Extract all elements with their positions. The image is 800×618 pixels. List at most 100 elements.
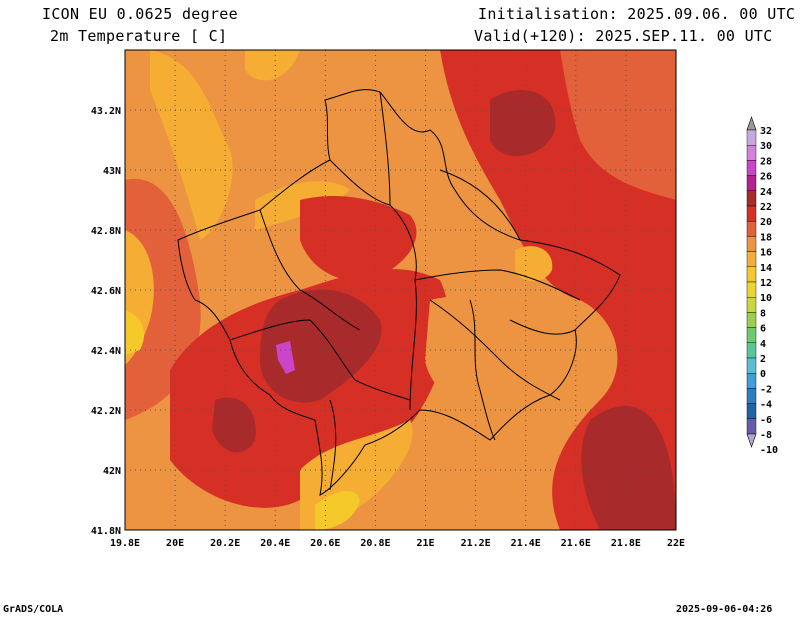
- lat-tick-label: 43.2N: [91, 106, 121, 117]
- lat-tick-label: 42.2N: [91, 406, 121, 417]
- colorbar-label: 22: [760, 202, 772, 213]
- valid-time: Valid(+120): 2025.SEP.11. 00 UTC: [474, 27, 773, 45]
- colorbar-swatch: [746, 327, 757, 344]
- boundary-inner-10: [509, 319, 576, 335]
- variable-title: 2m Temperature [ C]: [50, 27, 228, 45]
- colorbar-label: 6: [760, 324, 766, 335]
- boundary-inner-5: [429, 299, 561, 401]
- field-east-orange: [425, 296, 533, 403]
- boundary-inner-1: [259, 209, 361, 331]
- colorbar-label: 18: [760, 232, 772, 243]
- colorbar-swatch: [746, 236, 757, 252]
- lon-tick-label: 21.2E: [461, 538, 491, 549]
- lon-tick-label: 21.6E: [561, 538, 591, 549]
- field-ne-22: [490, 90, 556, 157]
- field-ne-18: [560, 50, 676, 200]
- colorbar-label: 0: [760, 369, 766, 380]
- colorbar-swatch: [746, 388, 757, 404]
- lat-tick-label: 42N: [103, 466, 121, 477]
- boundary-inner-9: [329, 399, 337, 491]
- map-gridlines: [125, 50, 676, 530]
- colorbar-label: 10: [760, 293, 772, 304]
- colorbar-swatch: [746, 266, 757, 283]
- colorbar-swatch: [746, 251, 757, 268]
- latitude-labels: 41.8N 42N 42.2N 42.4N 42.6N 42.8N 43N 43.2N: [91, 106, 121, 537]
- colorbar-swatch: [746, 205, 757, 222]
- field-west-14: [125, 310, 145, 355]
- field-south-14: [315, 490, 360, 530]
- field-se-22: [581, 405, 676, 530]
- lat-tick-label: 42.6N: [91, 286, 121, 297]
- lon-tick-label: 21.4E: [511, 538, 541, 549]
- model-title: ICON EU 0.0625 degree: [42, 5, 238, 23]
- lon-tick-label: 20.4E: [260, 538, 290, 549]
- colorbar-swatch: [746, 129, 757, 146]
- colorbar-swatch: [746, 297, 757, 313]
- lon-tick-label: 22E: [667, 538, 685, 549]
- colorbar-label: -10: [760, 445, 778, 456]
- field-east-16: [515, 246, 553, 282]
- colorbar-label: -4: [760, 400, 772, 411]
- colorbar-swatch: [746, 403, 757, 420]
- colorbar-label: 2: [760, 354, 766, 365]
- colorbar-label: 4: [760, 339, 766, 350]
- lon-tick-label: 20.2E: [210, 538, 240, 549]
- boundary-inner-3: [414, 269, 581, 301]
- map-frame: [124, 49, 677, 531]
- colorbar-label: 32: [760, 126, 772, 137]
- colorbar-label: 12: [760, 278, 772, 289]
- colorbar-label: 20: [760, 217, 772, 228]
- lat-tick-label: 42.8N: [91, 226, 121, 237]
- initialisation-time: Initialisation: 2025.09.06. 00 UTC: [478, 5, 796, 23]
- lon-tick-label: 21E: [417, 538, 435, 549]
- colorbar-label: 14: [760, 263, 772, 274]
- lat-tick-label: 41.8N: [91, 526, 121, 537]
- footer-credit: GrADS/COLA: [3, 604, 64, 615]
- admin-boundaries: [177, 89, 621, 496]
- colorbar-swatch: [746, 373, 757, 389]
- colorbar-swatch: [746, 342, 757, 359]
- boundary-inner-4: [379, 91, 391, 206]
- colorbar-label: -6: [760, 415, 772, 426]
- colorbar-label: 24: [760, 187, 772, 198]
- colorbar-swatch: [746, 418, 757, 435]
- region-outline: [177, 89, 621, 496]
- colorbar-label: 28: [760, 156, 772, 167]
- colorbar-label: -2: [760, 384, 772, 395]
- lat-tick-label: 43N: [103, 166, 121, 177]
- field-sw-22: [212, 397, 256, 453]
- colorbar-swatch: [746, 190, 757, 207]
- lon-tick-label: 20.6E: [310, 538, 340, 549]
- colorbar-swatch: [746, 220, 757, 237]
- boundary-inner-8: [469, 299, 496, 441]
- lon-tick-label: 20E: [166, 538, 184, 549]
- footer-timestamp: 2025-09-06-04:26: [676, 604, 773, 615]
- lon-tick-label: 19.8E: [110, 538, 140, 549]
- colorbar-label: 16: [760, 248, 772, 259]
- lon-tick-label: 21.8E: [611, 538, 641, 549]
- boundary-inner-6: [229, 319, 411, 401]
- field-hotspot-26: [276, 341, 295, 374]
- colorbar-label: 26: [760, 172, 772, 183]
- boundary-inner-2: [329, 159, 417, 411]
- colorbar-swatch: [746, 160, 757, 176]
- colorbar-swatch: [746, 357, 757, 374]
- field-north-16: [150, 50, 233, 240]
- lat-tick-label: 42.4N: [91, 346, 121, 357]
- colorbar-label: -8: [760, 430, 772, 441]
- colorbar-label: 30: [760, 141, 772, 152]
- field-north-20: [300, 195, 417, 281]
- lon-tick-label: 20.8E: [360, 538, 390, 549]
- colorbar-swatch: [746, 312, 757, 328]
- colorbar-label: 8: [760, 308, 766, 319]
- colorbar-bottom-arrow: [746, 433, 757, 448]
- colorbar-swatch: [746, 144, 757, 161]
- longitude-labels: 19.8E 20E 20.2E 20.4E 20.6E 20.8E 21E 21.2E 21.4…: [110, 538, 685, 549]
- field-north-16b: [245, 50, 300, 81]
- colorbar-swatch: [746, 175, 757, 192]
- colorbar-top-arrow: [746, 116, 757, 131]
- colorbar-swatch: [746, 281, 757, 298]
- boundary-inner-7: [439, 169, 521, 241]
